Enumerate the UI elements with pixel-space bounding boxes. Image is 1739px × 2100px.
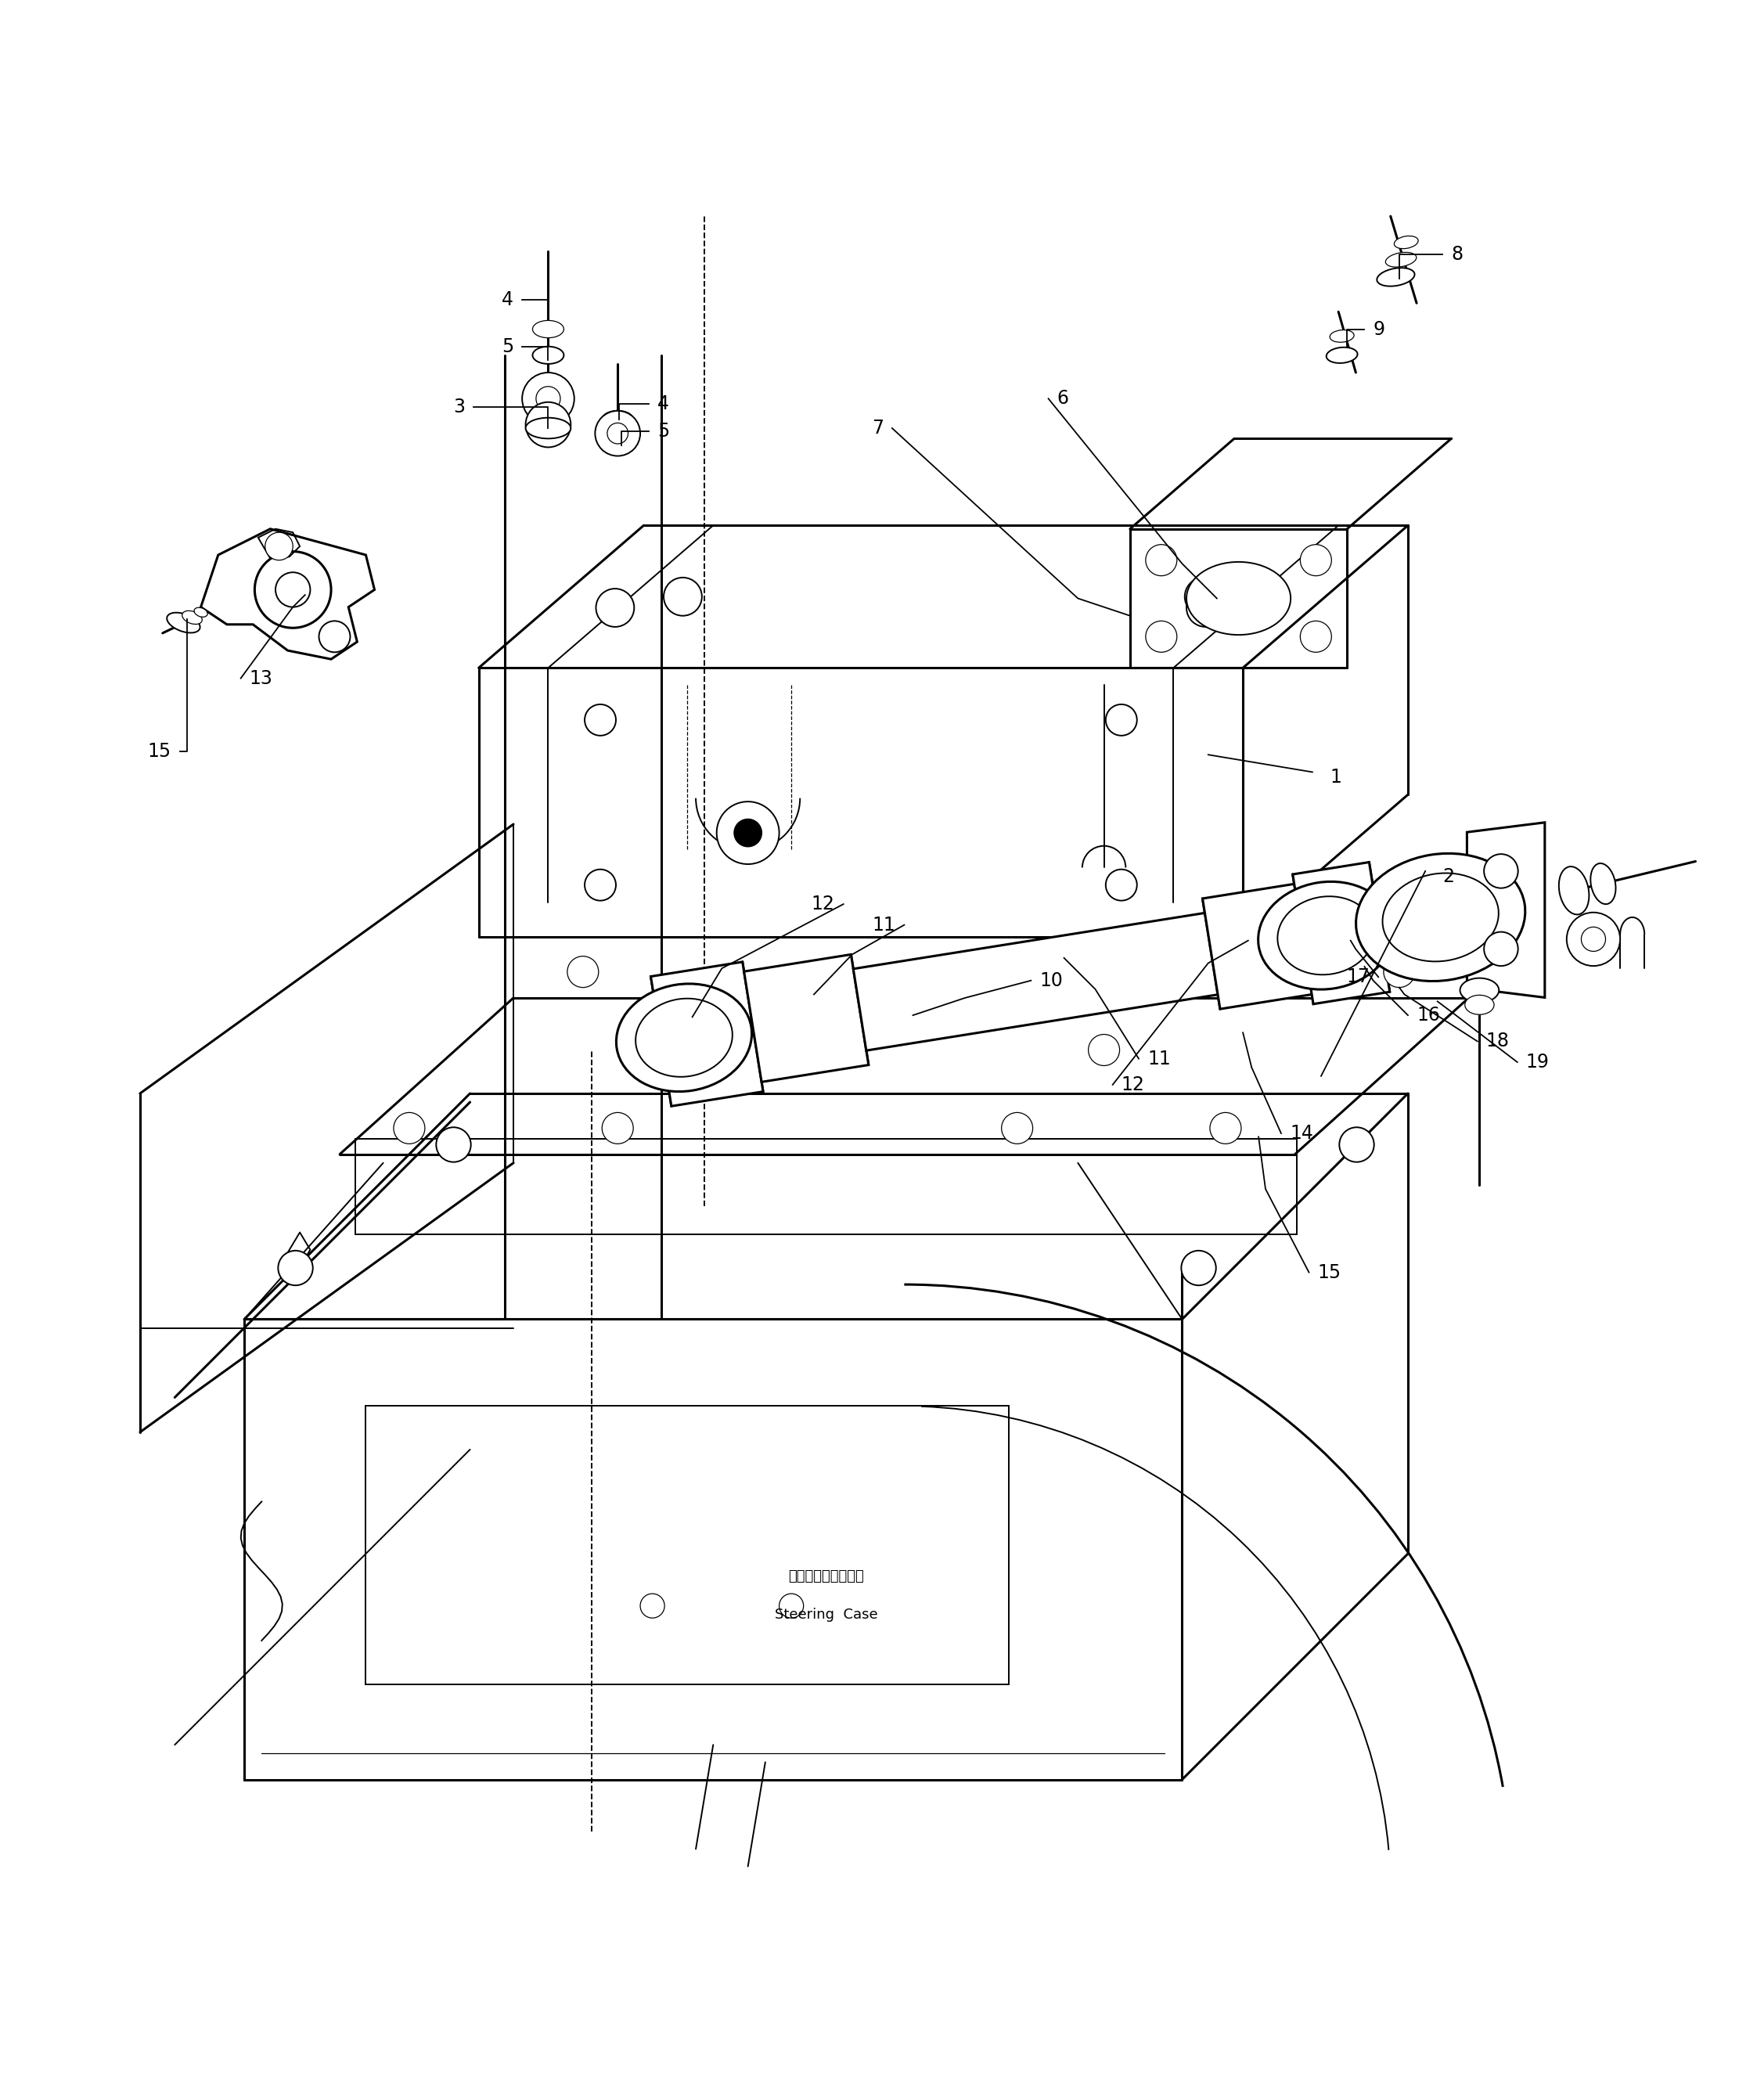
Text: 19: 19 xyxy=(1527,1052,1549,1071)
Circle shape xyxy=(734,819,762,846)
Circle shape xyxy=(1483,932,1518,966)
Ellipse shape xyxy=(1327,346,1358,363)
Circle shape xyxy=(1181,1252,1216,1285)
Text: 15: 15 xyxy=(1318,1262,1341,1281)
Circle shape xyxy=(1106,704,1137,735)
Circle shape xyxy=(275,573,310,607)
Circle shape xyxy=(779,1594,803,1617)
Circle shape xyxy=(1186,588,1224,628)
Polygon shape xyxy=(1292,863,1389,1004)
Text: 11: 11 xyxy=(1148,1050,1170,1069)
Circle shape xyxy=(1146,544,1177,575)
Circle shape xyxy=(595,412,640,456)
Ellipse shape xyxy=(1377,269,1414,286)
Circle shape xyxy=(1301,622,1332,653)
Ellipse shape xyxy=(167,613,200,632)
Text: 1: 1 xyxy=(1330,769,1341,788)
Text: 10: 10 xyxy=(1040,970,1063,989)
Circle shape xyxy=(393,1113,424,1144)
Circle shape xyxy=(536,386,560,412)
Circle shape xyxy=(584,704,616,735)
Ellipse shape xyxy=(1330,330,1355,342)
Circle shape xyxy=(584,869,616,901)
Circle shape xyxy=(1384,956,1416,987)
Ellipse shape xyxy=(183,611,202,624)
Text: 12: 12 xyxy=(812,895,835,914)
Circle shape xyxy=(1089,1035,1120,1065)
Text: 7: 7 xyxy=(871,418,883,437)
Ellipse shape xyxy=(1395,235,1419,248)
Ellipse shape xyxy=(532,321,563,338)
Text: 5: 5 xyxy=(657,422,670,441)
Circle shape xyxy=(1210,1113,1242,1144)
Ellipse shape xyxy=(1386,252,1416,267)
Circle shape xyxy=(1002,1113,1033,1144)
Ellipse shape xyxy=(1383,874,1499,962)
Circle shape xyxy=(436,1128,471,1161)
Circle shape xyxy=(596,588,635,628)
Circle shape xyxy=(1146,622,1177,653)
Text: 13: 13 xyxy=(249,670,273,687)
Text: 5: 5 xyxy=(501,338,513,355)
Circle shape xyxy=(318,622,350,653)
Text: 18: 18 xyxy=(1487,1031,1509,1050)
Text: 6: 6 xyxy=(1057,388,1069,407)
Circle shape xyxy=(278,1252,313,1285)
Ellipse shape xyxy=(602,412,633,428)
Text: 2: 2 xyxy=(1443,867,1454,886)
Text: 11: 11 xyxy=(873,916,896,934)
Circle shape xyxy=(1581,926,1605,951)
Circle shape xyxy=(664,578,703,615)
Circle shape xyxy=(522,372,574,424)
Ellipse shape xyxy=(525,418,570,439)
Ellipse shape xyxy=(1461,979,1499,1002)
Polygon shape xyxy=(1468,823,1544,997)
Polygon shape xyxy=(650,962,763,1107)
Circle shape xyxy=(602,1113,633,1144)
Circle shape xyxy=(1567,911,1621,966)
Text: 4: 4 xyxy=(657,395,670,414)
Text: 4: 4 xyxy=(503,290,513,309)
Text: 14: 14 xyxy=(1290,1124,1313,1142)
Circle shape xyxy=(1339,1128,1374,1161)
Circle shape xyxy=(716,802,779,863)
Ellipse shape xyxy=(1356,853,1525,981)
Circle shape xyxy=(1301,544,1332,575)
Ellipse shape xyxy=(1558,867,1589,914)
Ellipse shape xyxy=(1186,563,1290,634)
Circle shape xyxy=(1184,578,1223,615)
Ellipse shape xyxy=(195,607,207,617)
Text: 15: 15 xyxy=(148,741,172,760)
Text: 8: 8 xyxy=(1452,246,1462,265)
Circle shape xyxy=(607,422,628,443)
Polygon shape xyxy=(854,914,1217,1050)
Circle shape xyxy=(567,956,598,987)
Circle shape xyxy=(689,1035,720,1065)
Text: 17: 17 xyxy=(1346,968,1370,987)
Text: 9: 9 xyxy=(1374,319,1384,338)
Circle shape xyxy=(1106,869,1137,901)
Ellipse shape xyxy=(635,997,732,1077)
Circle shape xyxy=(1483,855,1518,888)
Ellipse shape xyxy=(616,983,751,1092)
Circle shape xyxy=(525,401,570,447)
Text: 16: 16 xyxy=(1417,1006,1440,1025)
Circle shape xyxy=(264,533,292,561)
Text: ステアリングケース: ステアリングケース xyxy=(788,1569,864,1583)
Ellipse shape xyxy=(1259,882,1393,989)
Polygon shape xyxy=(744,956,868,1082)
Circle shape xyxy=(254,552,330,628)
Ellipse shape xyxy=(1278,897,1374,974)
Text: Steering  Case: Steering Case xyxy=(774,1606,878,1621)
Ellipse shape xyxy=(532,346,563,363)
Polygon shape xyxy=(1203,884,1311,1008)
Ellipse shape xyxy=(1591,863,1616,905)
Text: 12: 12 xyxy=(1122,1075,1144,1094)
Circle shape xyxy=(640,1594,664,1617)
Text: 3: 3 xyxy=(454,397,464,416)
Ellipse shape xyxy=(1464,995,1494,1014)
